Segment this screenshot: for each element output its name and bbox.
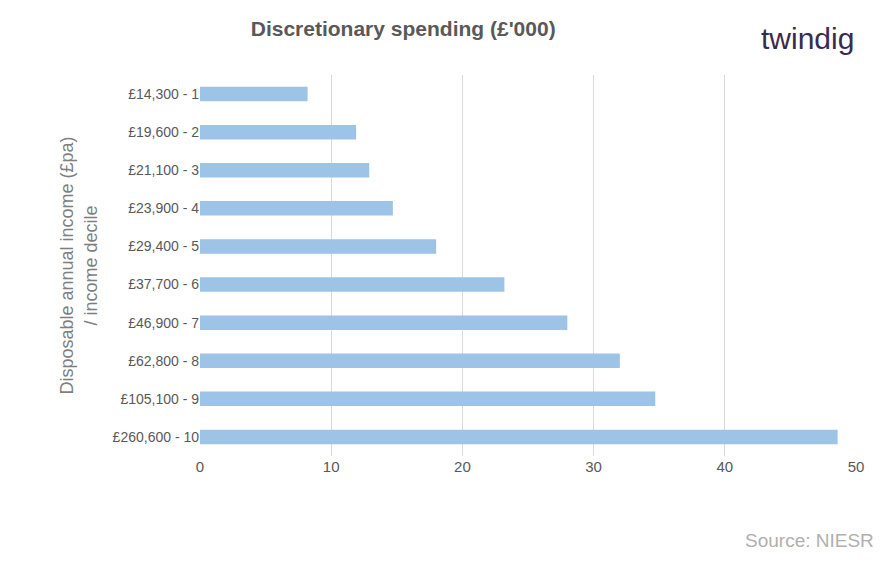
svg-text:£14,300 - 1: £14,300 - 1 xyxy=(128,86,199,102)
svg-text:£105,100 - 9: £105,100 - 9 xyxy=(120,391,199,407)
svg-text:Disposable annual income (£pa): Disposable annual income (£pa)/ income d… xyxy=(57,136,100,394)
svg-text:£37,700 - 6: £37,700 - 6 xyxy=(128,276,199,292)
svg-text:10: 10 xyxy=(323,458,340,475)
svg-text:0: 0 xyxy=(196,458,204,475)
svg-text:30: 30 xyxy=(585,458,602,475)
svg-text:£21,100 - 3: £21,100 - 3 xyxy=(128,162,199,178)
svg-text:20: 20 xyxy=(454,458,471,475)
svg-text:£23,900 - 4: £23,900 - 4 xyxy=(128,200,199,216)
svg-text:twindig: twindig xyxy=(761,22,854,55)
svg-text:£260,600 - 10: £260,600 - 10 xyxy=(113,429,200,445)
svg-text:Discretionary spending (£'000): Discretionary spending (£'000) xyxy=(251,17,556,40)
svg-text:£29,400 - 5: £29,400 - 5 xyxy=(128,238,199,254)
svg-text:£19,600 - 2: £19,600 - 2 xyxy=(128,124,199,140)
svg-text:£62,800 - 8: £62,800 - 8 xyxy=(128,353,199,369)
svg-text:50: 50 xyxy=(848,458,865,475)
svg-text:Source: NIESR: Source: NIESR xyxy=(745,530,874,551)
svg-text:40: 40 xyxy=(716,458,733,475)
svg-text:£46,900 - 7: £46,900 - 7 xyxy=(128,315,199,331)
